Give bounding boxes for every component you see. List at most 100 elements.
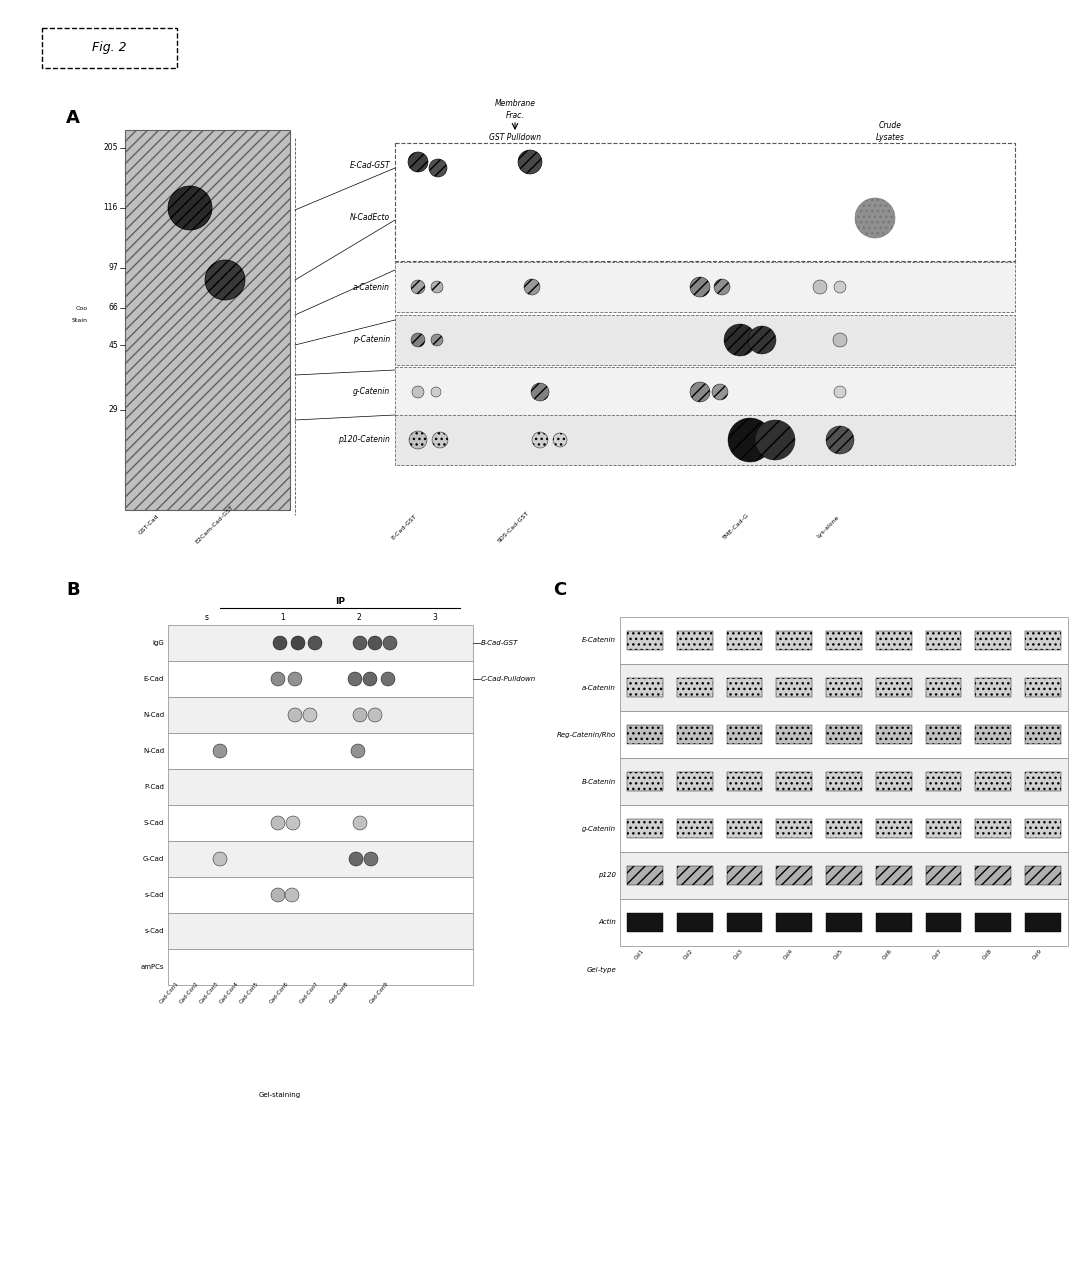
Text: s: s bbox=[204, 613, 209, 622]
Text: C-Cad-Pulldown: C-Cad-Pulldown bbox=[480, 676, 536, 682]
Circle shape bbox=[724, 324, 756, 356]
Bar bbox=[826, 678, 862, 697]
Bar bbox=[926, 725, 961, 744]
Bar bbox=[395, 315, 1014, 364]
Bar bbox=[627, 678, 663, 697]
Circle shape bbox=[714, 279, 729, 295]
Circle shape bbox=[518, 150, 542, 174]
Bar bbox=[168, 841, 473, 878]
Text: IP: IP bbox=[335, 597, 345, 606]
Circle shape bbox=[168, 185, 212, 230]
Bar bbox=[975, 772, 1011, 791]
Text: Stain: Stain bbox=[72, 318, 88, 323]
Circle shape bbox=[383, 636, 397, 650]
Bar bbox=[1025, 678, 1061, 697]
Circle shape bbox=[381, 672, 395, 686]
Bar bbox=[726, 725, 762, 744]
Circle shape bbox=[834, 386, 846, 398]
Bar bbox=[627, 725, 663, 744]
Bar bbox=[975, 631, 1011, 650]
Text: Col3: Col3 bbox=[733, 947, 745, 960]
Bar bbox=[627, 819, 663, 838]
Circle shape bbox=[833, 333, 847, 347]
Bar bbox=[776, 631, 812, 650]
Circle shape bbox=[553, 433, 567, 447]
Bar bbox=[168, 625, 473, 660]
Circle shape bbox=[349, 852, 363, 866]
Bar bbox=[1025, 725, 1061, 744]
Text: 3: 3 bbox=[432, 613, 437, 622]
Text: 205: 205 bbox=[104, 144, 118, 152]
Circle shape bbox=[855, 198, 895, 237]
Bar bbox=[677, 819, 713, 838]
Bar bbox=[776, 866, 812, 885]
Bar bbox=[826, 913, 862, 932]
Bar bbox=[975, 819, 1011, 838]
Bar bbox=[395, 144, 1014, 262]
Text: SDS-Cad-GST: SDS-Cad-GST bbox=[497, 511, 530, 544]
Text: IgG: IgG bbox=[152, 640, 164, 646]
Bar bbox=[677, 772, 713, 791]
Text: Cad-Con8: Cad-Con8 bbox=[329, 982, 351, 1005]
Circle shape bbox=[348, 672, 363, 686]
Bar bbox=[168, 805, 473, 841]
Bar bbox=[168, 770, 473, 805]
Bar bbox=[620, 758, 1068, 805]
Text: Cad-Con6: Cad-Con6 bbox=[269, 982, 290, 1005]
Text: Lysates: Lysates bbox=[876, 132, 904, 141]
Bar bbox=[776, 772, 812, 791]
Bar bbox=[627, 913, 663, 932]
Text: Col7: Col7 bbox=[931, 947, 943, 960]
Text: Gel-type: Gel-type bbox=[586, 966, 616, 973]
Bar bbox=[124, 130, 290, 511]
Circle shape bbox=[748, 326, 776, 354]
Circle shape bbox=[353, 636, 367, 650]
Text: E-Cad-GST: E-Cad-GST bbox=[391, 513, 418, 541]
Bar bbox=[726, 913, 762, 932]
Text: Col5: Col5 bbox=[832, 947, 844, 960]
Text: N-Cad: N-Cad bbox=[143, 712, 164, 718]
Bar bbox=[627, 866, 663, 885]
Circle shape bbox=[363, 672, 377, 686]
Circle shape bbox=[531, 384, 549, 401]
Bar bbox=[620, 617, 1068, 664]
Circle shape bbox=[273, 636, 287, 650]
Text: E-Cad: E-Cad bbox=[144, 676, 164, 682]
Bar bbox=[168, 660, 473, 697]
Bar bbox=[926, 631, 961, 650]
Circle shape bbox=[290, 636, 305, 650]
Circle shape bbox=[288, 707, 302, 723]
Text: Cad-Con2: Cad-Con2 bbox=[179, 982, 200, 1005]
Bar bbox=[876, 678, 912, 697]
Text: Col9: Col9 bbox=[1032, 947, 1043, 960]
Bar bbox=[168, 697, 473, 733]
Text: a-Catenin: a-Catenin bbox=[582, 685, 616, 691]
Bar bbox=[726, 678, 762, 697]
Circle shape bbox=[368, 707, 382, 723]
Circle shape bbox=[432, 432, 448, 448]
Bar bbox=[677, 631, 713, 650]
Bar bbox=[926, 678, 961, 697]
Bar bbox=[776, 819, 812, 838]
Bar bbox=[677, 725, 713, 744]
Circle shape bbox=[429, 159, 447, 177]
Bar bbox=[726, 819, 762, 838]
Text: GST-Cad: GST-Cad bbox=[138, 514, 161, 536]
Bar bbox=[975, 678, 1011, 697]
Text: g-Catenin: g-Catenin bbox=[582, 826, 616, 832]
Circle shape bbox=[834, 281, 846, 293]
Bar bbox=[876, 772, 912, 791]
Circle shape bbox=[431, 334, 443, 345]
Circle shape bbox=[353, 817, 367, 831]
Bar bbox=[1025, 913, 1061, 932]
Bar bbox=[876, 913, 912, 932]
Text: Col8: Col8 bbox=[982, 947, 994, 960]
Circle shape bbox=[271, 817, 285, 831]
Bar bbox=[776, 913, 812, 932]
Bar bbox=[395, 262, 1014, 312]
Circle shape bbox=[431, 281, 443, 293]
Circle shape bbox=[411, 279, 425, 293]
Bar bbox=[776, 678, 812, 697]
Circle shape bbox=[814, 279, 827, 293]
Text: Membrane: Membrane bbox=[495, 99, 535, 108]
